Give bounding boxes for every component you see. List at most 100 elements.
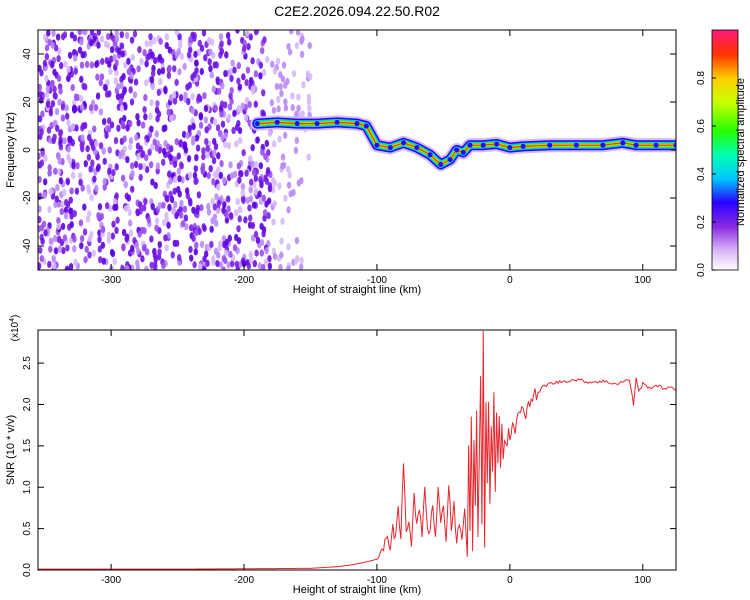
heatmap-cell [184, 187, 190, 195]
heatmap-cell [161, 201, 166, 209]
heatmap-cell [204, 137, 209, 146]
heatmap-cell [220, 120, 226, 128]
heatmap-cell [102, 157, 107, 165]
heatmap-cell [120, 50, 125, 58]
heatmap-cell [38, 205, 42, 213]
heatmap-cell [245, 30, 250, 38]
heatmap-cell [219, 110, 224, 118]
heatmap-cell [144, 166, 150, 174]
heatmap-cell [66, 74, 71, 83]
heatmap-cell [218, 171, 224, 180]
heatmap-cell [98, 108, 104, 116]
heatmap-cell [255, 136, 260, 144]
heatmap-cell [86, 187, 92, 195]
heatmap-cell [115, 216, 120, 224]
bottom-y-tick-label: 1.0 [22, 480, 33, 494]
heatmap-cell [191, 122, 196, 131]
heatmap-cell [174, 138, 179, 146]
heatmap-cell [116, 124, 121, 132]
heatmap-cell [306, 93, 312, 101]
heatmap-cell [201, 153, 206, 161]
heatmap-cell [52, 68, 57, 76]
heatmap-cell [63, 60, 68, 68]
heatmap-cell [237, 215, 242, 223]
heatmap-cell [294, 136, 300, 145]
heatmap-cell [109, 46, 115, 54]
heatmap-cell [38, 83, 42, 91]
heatmap-cell [97, 214, 102, 222]
heatmap-cell [38, 246, 43, 254]
heatmap-cell [133, 78, 139, 86]
heatmap-cell [72, 34, 78, 42]
heatmap-cell [290, 92, 295, 100]
heatmap-cell [207, 58, 212, 66]
heatmap-cell [294, 110, 299, 118]
heatmap-cell [119, 31, 124, 39]
heatmap-cell [85, 215, 91, 223]
heatmap-cell [52, 119, 58, 128]
heatmap-cell [83, 256, 88, 264]
heatmap-cell [266, 149, 271, 157]
heatmap-cell [80, 51, 85, 59]
heatmap-cell [95, 164, 101, 173]
heatmap-cell [228, 161, 233, 169]
ridge-point [547, 142, 553, 148]
heatmap-cell [167, 203, 172, 211]
heatmap-cell [150, 83, 156, 91]
heatmap-cell [264, 247, 269, 255]
heatmap-cell [178, 140, 183, 148]
heatmap-cell [160, 158, 166, 166]
heatmap-cell [205, 144, 210, 152]
heatmap-cell [271, 140, 277, 148]
heatmap-cell [103, 84, 108, 92]
heatmap-cell [219, 40, 224, 48]
heatmap-cell [58, 129, 63, 137]
heatmap-cell [129, 36, 135, 44]
heatmap-cell [100, 57, 105, 66]
heatmap-cell [140, 121, 146, 129]
heatmap-cell [114, 59, 119, 67]
heatmap-cell [87, 235, 93, 243]
heatmap-cell [157, 248, 162, 256]
heatmap-cell [143, 113, 148, 121]
heatmap-cell [187, 81, 192, 89]
heatmap-cell [44, 90, 50, 99]
heatmap-cell [186, 155, 192, 163]
heatmap-cell [261, 194, 267, 202]
heatmap-cell [264, 139, 270, 148]
heatmap-cell [73, 67, 78, 75]
heatmap-cell [262, 36, 267, 44]
heatmap-cell [146, 216, 152, 224]
heatmap-cell [38, 175, 42, 184]
bottom-x-tick-label: -200 [234, 575, 254, 586]
heatmap-cell [149, 76, 155, 84]
heatmap-cell [166, 221, 171, 229]
heatmap-cell [199, 204, 204, 212]
heatmap-cell [70, 83, 75, 92]
ridge-point [427, 152, 433, 158]
heatmap-cell [120, 264, 125, 270]
heatmap-cell [229, 86, 234, 95]
heatmap-cell [62, 234, 68, 242]
heatmap-cell [171, 91, 177, 99]
heatmap-cell [42, 59, 48, 67]
heatmap-cell [62, 137, 67, 145]
heatmap-cell [208, 38, 213, 46]
bottom-x-tick-label: 100 [634, 575, 651, 586]
heatmap-cell [83, 160, 88, 168]
heatmap-cell [121, 228, 127, 237]
heatmap-cell [167, 64, 172, 72]
heatmap-cell [122, 135, 127, 143]
heatmap-cell [79, 235, 85, 243]
heatmap-cell [52, 85, 57, 93]
heatmap-cell [148, 161, 154, 169]
heatmap-cell [260, 264, 266, 270]
ridge-point [494, 141, 500, 147]
heatmap-cell [125, 155, 130, 164]
heatmap-cell [191, 234, 196, 243]
heatmap-cell [116, 47, 122, 55]
heatmap-cell [259, 238, 265, 247]
heatmap-cell [262, 214, 267, 222]
heatmap-cell [87, 251, 92, 259]
heatmap-cell [267, 262, 273, 270]
